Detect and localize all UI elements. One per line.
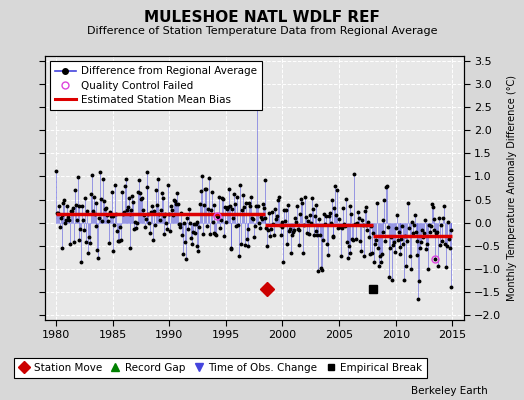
Y-axis label: Monthly Temperature Anomaly Difference (°C): Monthly Temperature Anomaly Difference (… [507, 75, 517, 301]
Text: Berkeley Earth: Berkeley Earth [411, 386, 487, 396]
Text: Difference of Station Temperature Data from Regional Average: Difference of Station Temperature Data f… [87, 26, 437, 36]
Text: MULESHOE NATL WDLF REF: MULESHOE NATL WDLF REF [144, 10, 380, 25]
Legend: Station Move, Record Gap, Time of Obs. Change, Empirical Break: Station Move, Record Gap, Time of Obs. C… [14, 358, 428, 378]
